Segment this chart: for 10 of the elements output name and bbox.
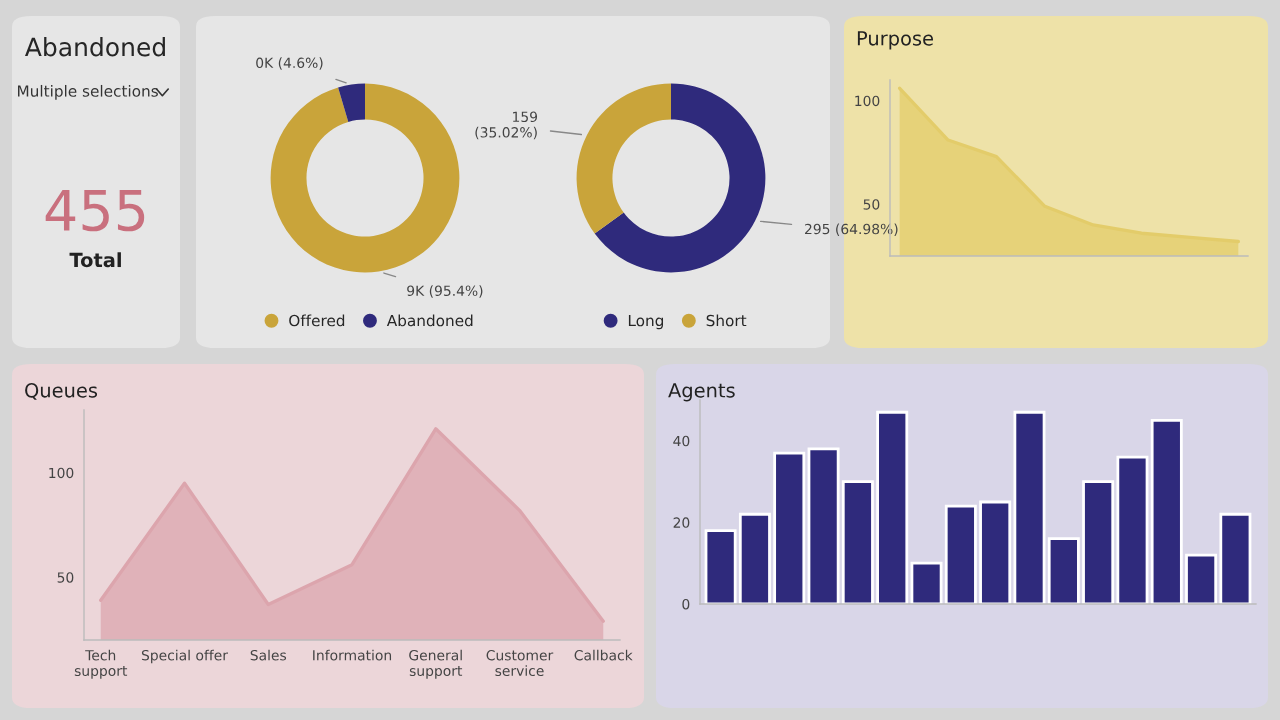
text: Total [69,252,121,268]
donut-slice [576,83,671,234]
donut-slice [338,83,365,122]
chart-title: Purpose [857,31,933,50]
chart-title: Queues [25,382,98,400]
text: Abandoned [24,37,165,57]
chart-title: Agents [668,383,735,402]
donut-slice [594,83,766,273]
donut-slice [270,83,460,273]
text: 455 [45,190,145,232]
